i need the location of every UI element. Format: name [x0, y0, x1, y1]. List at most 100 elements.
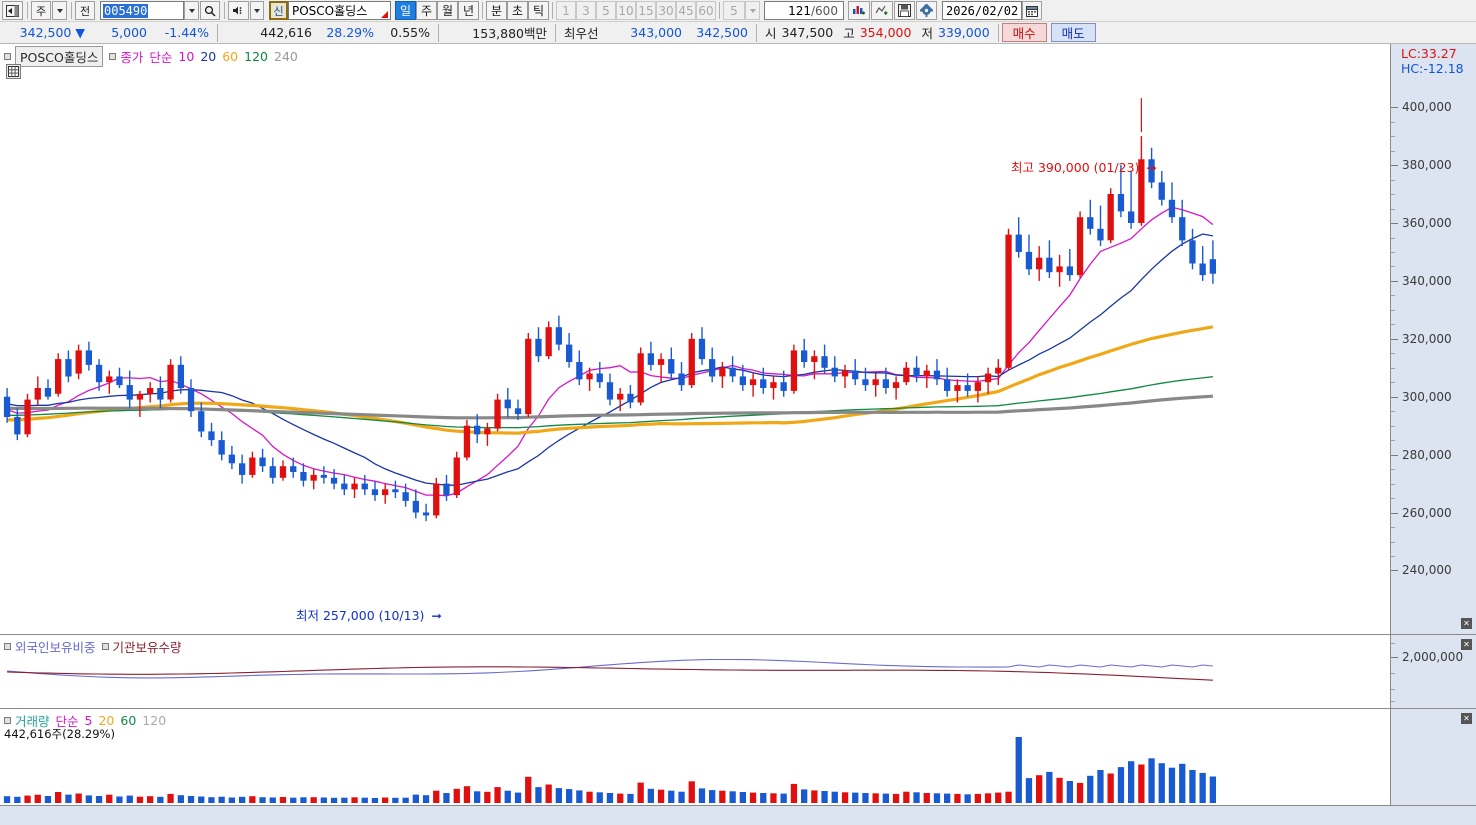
speaker-icon[interactable]: [228, 1, 249, 20]
price-axis-tick: [1391, 425, 1395, 427]
stock-type-badge: 신: [269, 1, 288, 20]
period-second-button[interactable]: 초: [507, 1, 528, 20]
price-axis-tick: [1391, 136, 1395, 138]
save-icon[interactable]: [894, 1, 915, 20]
calendar-icon[interactable]: [1022, 1, 1043, 20]
period-day-button[interactable]: 일: [395, 1, 416, 20]
legend-vol-ma-120[interactable]: 120: [142, 713, 167, 728]
volume-axis[interactable]: [1390, 709, 1476, 805]
price-axis-label: 240,000: [1402, 563, 1452, 578]
grid-icon[interactable]: [6, 64, 21, 79]
volume-plot[interactable]: [0, 709, 1390, 825]
minute-1-button[interactable]: 1: [556, 1, 576, 20]
legend-foreign-ratio[interactable]: 외국인보유비중: [15, 640, 96, 655]
ma-legend-toggle-icon[interactable]: [109, 53, 117, 60]
legend-vol-ma-5[interactable]: 5: [84, 713, 93, 728]
legend-vol-ma-60[interactable]: 60: [120, 713, 137, 728]
ask-price: 343,000: [630, 25, 682, 40]
low-annotation: 최저 257,000 (10/13) ➞: [296, 608, 442, 623]
sell-button[interactable]: 매도: [1050, 23, 1096, 42]
legend-vol-ma-20[interactable]: 20: [98, 713, 115, 728]
volume-value-text: 442,616주(28.29%): [4, 727, 115, 741]
legend-ma-60[interactable]: 60: [222, 49, 239, 64]
price-axis-tick: [1391, 237, 1395, 239]
legend-institution-holding[interactable]: 기관보유수량: [112, 640, 182, 655]
gear-icon[interactable]: [916, 1, 937, 20]
crosshair-add-icon[interactable]: [848, 1, 870, 20]
legend-toggle-icon[interactable]: [4, 53, 11, 60]
prev-button[interactable]: 전: [75, 1, 95, 20]
period-year-button[interactable]: 년: [458, 1, 479, 20]
minute-10-button[interactable]: 10: [616, 1, 636, 20]
price-axis-tick: [1391, 280, 1398, 282]
bar-count-field[interactable]: 121/600: [764, 1, 844, 20]
price-axis-tick: [1391, 382, 1395, 384]
legend-ma-method: 단순: [149, 50, 173, 65]
price-axis-tick: [1391, 541, 1395, 543]
minute-30-button[interactable]: 30: [656, 1, 676, 20]
price-axis-tick: [1391, 396, 1398, 398]
speaker-dropdown-icon[interactable]: [250, 1, 264, 20]
price-axis-label: 300,000: [1402, 389, 1452, 404]
chevron-down-icon[interactable]: [52, 1, 67, 20]
institution-holding-toggle-icon[interactable]: [101, 643, 109, 650]
period-week-button[interactable]: 주: [416, 1, 437, 20]
price-axis-tick: [1391, 251, 1395, 253]
price-axis-label: 260,000: [1402, 505, 1452, 520]
legend-ma-10[interactable]: 10: [178, 49, 195, 64]
minute-45-button[interactable]: 45: [676, 1, 696, 20]
minute-3-button[interactable]: 3: [576, 1, 596, 20]
price-axis[interactable]: LC:33.27 HC:-12.18 240,000 260,000 280,000…: [1390, 44, 1476, 634]
volume-panel: 거래량 단순 5 20 60 120 442,616주(28.29%) ✕: [0, 709, 1476, 825]
priority-label: 최우선: [564, 26, 599, 41]
high-label: 고: [843, 26, 855, 41]
date-axis[interactable]: [0, 805, 1476, 825]
period-month-button[interactable]: 월: [437, 1, 458, 20]
buy-button[interactable]: 매수: [1001, 23, 1047, 42]
main-toolbar: 주 전 005490 신 POSCO홀딩스 일 주 월 년 분 초 틱 1 3 …: [0, 0, 1476, 22]
price-plot[interactable]: [0, 44, 1390, 634]
period-minute-button[interactable]: 분: [486, 1, 507, 20]
price-axis-tick: [1391, 555, 1395, 557]
panel-divider-2: [0, 708, 1476, 709]
volume-toggle-icon[interactable]: [4, 717, 11, 724]
holder-axis-tick: [1391, 643, 1395, 644]
tick-dropdown-icon[interactable]: [745, 1, 760, 20]
period-tick-button[interactable]: 틱: [528, 1, 549, 20]
close-icon[interactable]: ✕: [1461, 713, 1472, 724]
price-axis-tick: [1391, 208, 1395, 210]
holder-axis-label: 2,000,000: [1402, 650, 1464, 664]
holder-plot[interactable]: [0, 635, 1390, 708]
holder-axis-tick: [1391, 689, 1395, 690]
price-axis-tick: [1391, 223, 1398, 224]
date-input[interactable]: 2026/02/02: [942, 1, 1023, 20]
price-axis-label: 360,000: [1402, 216, 1452, 230]
code-dropdown-icon[interactable]: [184, 1, 199, 20]
minute-15-button[interactable]: 15: [636, 1, 656, 20]
legend-ma-20[interactable]: 20: [200, 49, 217, 64]
price-axis-tick: [1391, 309, 1395, 311]
price-axis-tick: [1391, 367, 1395, 369]
current-price: 342,500: [19, 25, 72, 40]
price-axis-tick: [1391, 107, 1398, 109]
chart-area: LC:33.27 HC:-12.18 240,000 260,000 280,000…: [0, 44, 1476, 825]
search-icon[interactable]: [200, 1, 220, 20]
low-price: 339,000: [937, 25, 990, 40]
price-axis-tick: [1391, 498, 1395, 499]
stock-name-field[interactable]: POSCO홀딩스: [288, 1, 391, 20]
foreign-ratio-toggle-icon[interactable]: [4, 643, 11, 650]
price-axis-label: 400,000: [1402, 100, 1452, 115]
panel-expand-icon[interactable]: [2, 1, 23, 20]
close-icon[interactable]: ✕: [1461, 639, 1472, 650]
minute-60-button[interactable]: 60: [696, 1, 716, 20]
close-icon[interactable]: ✕: [1461, 618, 1472, 629]
stock-code-input[interactable]: 005490: [100, 1, 184, 20]
minute-5-button[interactable]: 5: [596, 1, 616, 20]
trendline-add-icon[interactable]: [871, 1, 893, 20]
market-select-button[interactable]: 주: [31, 1, 51, 20]
legend-ma-120[interactable]: 120: [244, 49, 268, 64]
price-axis-tick: [1391, 165, 1398, 167]
tick-value-field[interactable]: 5: [723, 1, 745, 20]
legend-ma-240[interactable]: 240: [274, 49, 298, 64]
price-axis-tick: [1391, 469, 1395, 471]
